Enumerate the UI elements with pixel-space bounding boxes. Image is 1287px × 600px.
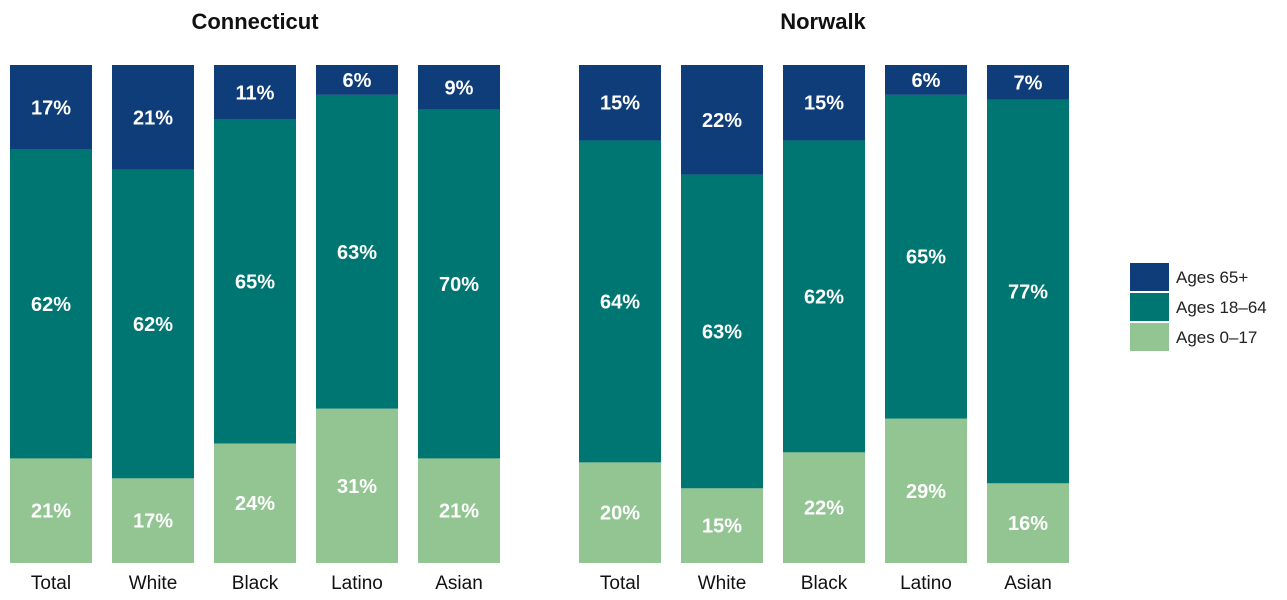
bar-segment-ages-65: [987, 65, 1069, 100]
bar-segment-ages-65: [681, 65, 763, 175]
x-tick-label: Total: [31, 573, 71, 594]
bar-segment-ages-65: [112, 65, 194, 170]
x-tick-label: Latino: [331, 573, 383, 594]
data-label: 21%: [31, 501, 71, 523]
x-tick-label: Total: [600, 573, 640, 594]
bar-segment-ages-65: [214, 65, 296, 120]
bar-segment-ages-65: [783, 65, 865, 141]
bar-segment-ages-0-17: [681, 488, 763, 563]
legend-entry: Ages 65+: [1130, 263, 1248, 291]
data-label: 31%: [337, 476, 377, 498]
panel-title: Norwalk: [780, 9, 866, 34]
data-label: 20%: [600, 503, 640, 525]
data-label: 22%: [804, 498, 844, 520]
bar-latino: 31% 63% 6%: [316, 65, 398, 563]
bar-segment-ages-65: [418, 65, 500, 110]
data-label: 17%: [133, 511, 173, 533]
bar-segment-ages-18-64: [112, 169, 194, 479]
data-label: 29%: [906, 481, 946, 503]
bar-segment-ages-18-64: [418, 109, 500, 459]
x-tick-label: Black: [801, 573, 848, 594]
bar-segment-ages-65: [885, 65, 967, 95]
bar-segment-ages-0-17: [112, 478, 194, 563]
bar-total: 21% 62% 17%: [10, 65, 92, 563]
bar-black: 22% 62% 15%: [783, 65, 865, 563]
x-tick-label: Asian: [1004, 573, 1052, 594]
bar-segment-ages-18-64: [214, 119, 296, 444]
x-tick-label: Asian: [435, 573, 483, 594]
x-tick-label: White: [129, 573, 178, 594]
legend-entry: Ages 18–64: [1130, 293, 1267, 321]
bar-segment-ages-65: [579, 65, 661, 141]
bar-segment-ages-18-64: [783, 140, 865, 453]
data-label: 22%: [702, 110, 742, 132]
data-label: 15%: [804, 93, 844, 115]
panel-title: Connecticut: [191, 9, 319, 34]
data-label: 24%: [235, 493, 275, 515]
bar-segment-ages-0-17: [10, 458, 92, 563]
bar-white: 15% 63% 22%: [681, 65, 763, 563]
data-label: 64%: [600, 291, 640, 313]
bar-segment-ages-18-64: [681, 174, 763, 489]
bar-segment-ages-0-17: [214, 443, 296, 563]
bar-asian: 16% 77% 7%: [987, 65, 1069, 563]
bar-segment-ages-0-17: [885, 418, 967, 563]
legend-entry: Ages 0–17: [1130, 323, 1257, 351]
data-label: 15%: [702, 516, 742, 538]
bar-total: 20% 64% 15%: [579, 65, 661, 563]
bar-segment-ages-65: [316, 65, 398, 95]
bar-segment-ages-65: [10, 65, 92, 150]
data-label: 77%: [1008, 282, 1048, 304]
bar-asian: 21% 70% 9%: [418, 65, 500, 563]
data-label: 7%: [1014, 72, 1043, 94]
bar-segment-ages-0-17: [316, 408, 398, 563]
bar-white: 17% 62% 21%: [112, 65, 194, 563]
bar-segment-ages-0-17: [579, 462, 661, 563]
bar-segment-ages-18-64: [885, 94, 967, 419]
data-label: 6%: [912, 70, 941, 92]
data-label: 63%: [702, 321, 742, 343]
legend: Ages 65+ Ages 18–64 Ages 0–17: [1130, 263, 1267, 351]
data-label: 11%: [236, 82, 275, 104]
data-label: 65%: [235, 272, 275, 294]
legend-label: Ages 65+: [1176, 268, 1248, 287]
data-label: 63%: [337, 242, 377, 264]
x-tick-label: Latino: [900, 573, 952, 594]
legend-label: Ages 18–64: [1176, 298, 1267, 317]
data-label: 65%: [906, 247, 946, 269]
chart-panels: Connecticut 21% 62% 17% Total 17% 62% 21% White 2…: [10, 9, 1069, 594]
data-label: 15%: [600, 93, 640, 115]
legend-label: Ages 0–17: [1176, 328, 1257, 347]
data-label: 70%: [439, 274, 479, 296]
legend-swatch: [1130, 263, 1169, 291]
legend-swatch: [1130, 323, 1169, 351]
bar-segment-ages-18-64: [987, 99, 1069, 484]
data-label: 17%: [31, 97, 71, 119]
panel-norwalk: Norwalk 20% 64% 15% Total 15% 63% 22% White 22% 62…: [579, 9, 1069, 594]
panel-connecticut: Connecticut 21% 62% 17% Total 17% 62% 21% White 2…: [10, 9, 500, 594]
legend-swatch: [1130, 293, 1169, 321]
bar-segment-ages-18-64: [316, 94, 398, 409]
bar-segment-ages-18-64: [579, 140, 661, 463]
bar-segment-ages-0-17: [987, 483, 1069, 563]
bar-segment-ages-18-64: [10, 149, 92, 459]
x-tick-label: White: [698, 573, 747, 594]
bar-segment-ages-0-17: [783, 452, 865, 563]
data-label: 62%: [133, 314, 173, 336]
bar-latino: 29% 65% 6%: [885, 65, 967, 563]
x-tick-label: Black: [232, 573, 279, 594]
data-label: 6%: [343, 70, 372, 92]
bar-segment-ages-0-17: [418, 458, 500, 563]
data-label: 21%: [133, 107, 173, 129]
data-label: 21%: [439, 501, 479, 523]
data-label: 16%: [1008, 513, 1048, 535]
data-label: 62%: [31, 294, 71, 316]
data-label: 62%: [804, 286, 844, 308]
data-label: 9%: [445, 77, 474, 99]
bar-black: 24% 65% 11%: [214, 65, 296, 563]
